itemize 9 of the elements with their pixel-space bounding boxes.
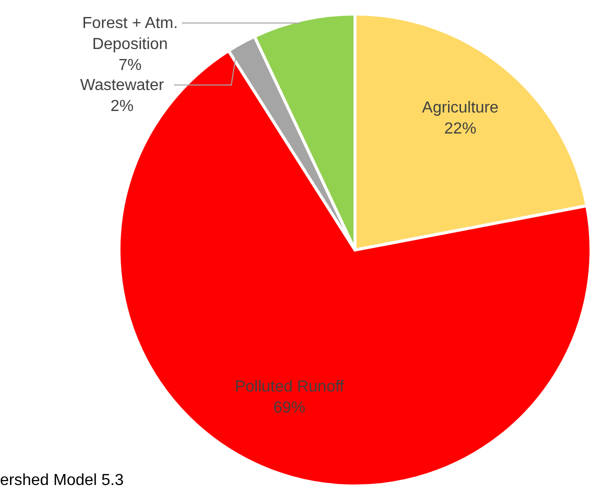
data-label: 7% xyxy=(118,57,142,74)
slice-label: Polluted Runoff xyxy=(234,378,344,396)
slice-label: Agriculture xyxy=(422,100,499,117)
data-label: 22% xyxy=(444,120,476,138)
text: ershed Model 5.3 xyxy=(0,472,124,489)
data-label: 2% xyxy=(110,98,134,115)
slice-label: Wastewater xyxy=(80,77,165,94)
slice-label: Forest + Atm. Deposition xyxy=(82,15,178,53)
data-label: 69% xyxy=(273,400,306,417)
